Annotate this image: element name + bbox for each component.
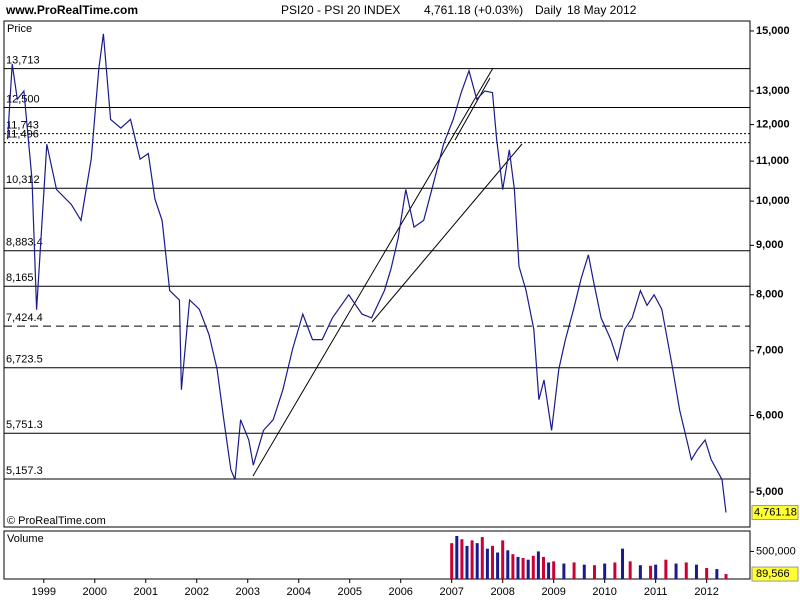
- volume-bar: [552, 561, 556, 579]
- last-value-box: [751, 566, 799, 582]
- volume-bar: [562, 563, 566, 579]
- trendline: [454, 77, 491, 141]
- volume-bar: [684, 562, 688, 579]
- volume-bar: [536, 551, 540, 579]
- footnote: © ProRealTime.com: [7, 515, 106, 527]
- volume-bar: [603, 563, 607, 579]
- site: www.ProRealTime.com: [5, 3, 138, 17]
- price-line: [7, 33, 727, 513]
- volume-bar: [506, 550, 510, 579]
- y-tick-label: 12,000: [756, 119, 790, 131]
- level-label: 7,424.4: [6, 312, 43, 324]
- volume-bar: [490, 545, 494, 579]
- volume-bar: [541, 556, 545, 579]
- volume-bar: [511, 554, 515, 579]
- volume-bar: [649, 565, 653, 579]
- volume-bar: [572, 562, 576, 579]
- y-tick-label: 7,000: [756, 345, 784, 357]
- volume-bar: [715, 569, 719, 579]
- x-tick-label: 2000: [83, 586, 107, 598]
- last-value-box: [751, 505, 799, 521]
- volume-bar: [592, 565, 596, 579]
- last-price: 4,761.18 (+0.03%): [424, 3, 523, 17]
- level-label: 11,496: [6, 129, 39, 141]
- x-tick-label: 2005: [337, 586, 361, 598]
- volume-bar: [724, 574, 728, 579]
- volume-bar: [547, 562, 551, 579]
- y-tick-label: 8,000: [756, 289, 784, 301]
- level-label: 10,312: [6, 174, 40, 186]
- x-tick-label: 2004: [286, 586, 310, 598]
- period: Daily: [535, 3, 562, 17]
- level-label: 13,713: [6, 55, 40, 67]
- volume-bar: [516, 556, 520, 579]
- volume-panel: [3, 530, 751, 580]
- volume-bar: [613, 562, 617, 579]
- volume-bar: [480, 537, 484, 579]
- volume-bar: [674, 563, 678, 579]
- trendline: [252, 67, 494, 477]
- date: 18 May 2012: [567, 3, 637, 17]
- panel-label: Price: [7, 23, 32, 35]
- y-tick-label: 9,000: [756, 239, 784, 251]
- x-tick-label: 2012: [694, 586, 718, 598]
- level-label: 11,743: [6, 120, 39, 132]
- x-tick-label: 2010: [592, 586, 616, 598]
- volume-bar: [526, 559, 530, 579]
- x-tick-label: 2003: [235, 586, 259, 598]
- y-tick-label: 13,000: [756, 85, 790, 97]
- volume-bar: [501, 540, 505, 579]
- last-value-label: 4,761.18: [754, 506, 797, 518]
- level-label: 5,751.3: [6, 419, 43, 431]
- y-tick-label: 15,000: [756, 25, 790, 37]
- volume-bar: [450, 543, 454, 579]
- volume-bar: [465, 545, 469, 579]
- level-label: 12,500: [6, 93, 40, 105]
- y-tick-label: 5,000: [756, 486, 784, 498]
- panel-label: Volume: [7, 533, 44, 545]
- x-tick-label: 2008: [490, 586, 514, 598]
- y-tick-label: 11,000: [756, 155, 789, 167]
- x-tick-label: 2011: [644, 586, 668, 598]
- volume-bar: [470, 540, 474, 579]
- volume-bar: [664, 559, 668, 579]
- volume-bar: [705, 567, 709, 579]
- volume-bar: [694, 564, 698, 579]
- x-tick-label: 2009: [541, 586, 565, 598]
- volume-bar: [521, 558, 525, 579]
- level-label: 8,883.4: [6, 237, 43, 249]
- x-tick-label: 2001: [134, 586, 158, 598]
- y-tick-label: 10,000: [756, 195, 790, 207]
- volume-bar: [455, 535, 459, 579]
- volume-bar: [582, 564, 586, 579]
- x-tick-label: 1999: [32, 586, 56, 598]
- instrument: PSI20 - PSI 20 INDEX: [281, 3, 400, 17]
- volume-bar: [628, 561, 632, 579]
- level-label: 5,157.3: [6, 465, 43, 477]
- volume-bar: [475, 543, 479, 579]
- price-panel: [3, 20, 751, 528]
- level-label: 8,165: [6, 272, 34, 284]
- last-value-label: 89,566: [756, 568, 790, 580]
- trendline: [371, 143, 523, 323]
- volume-bar: [621, 548, 625, 579]
- level-label: 6,723.5: [6, 354, 43, 366]
- volume-bar: [638, 565, 642, 579]
- volume-bar: [485, 548, 489, 579]
- volume-bar: [654, 564, 658, 579]
- x-tick-label: 2006: [388, 586, 412, 598]
- volume-bar: [531, 555, 535, 579]
- volume-bar: [460, 539, 464, 579]
- x-tick-label: 2007: [439, 586, 463, 598]
- x-tick-label: 2002: [185, 586, 209, 598]
- y-tick-label: 6,000: [756, 409, 784, 421]
- volume-bar: [496, 552, 500, 579]
- y-tick-label: 500,000: [756, 545, 796, 557]
